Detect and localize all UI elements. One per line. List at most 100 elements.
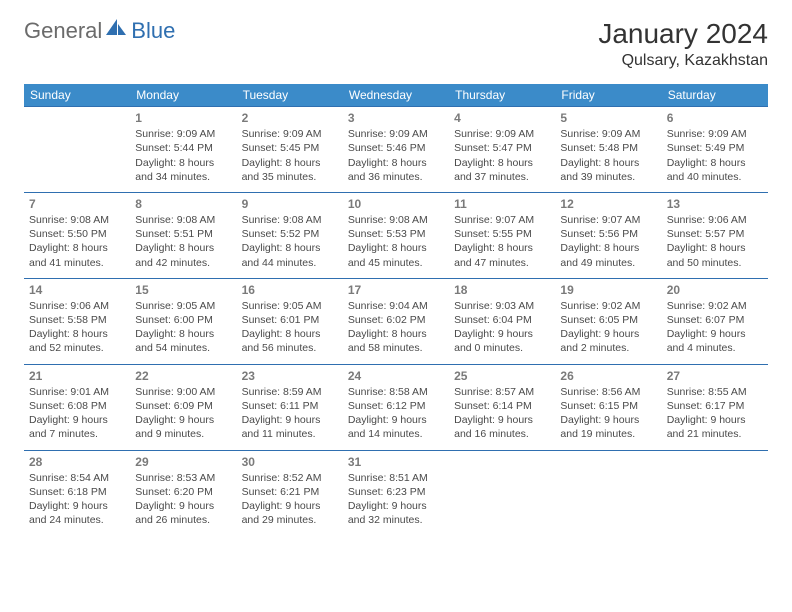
sunrise-text: Sunrise: 9:04 AM bbox=[348, 299, 444, 313]
sunrise-text: Sunrise: 8:56 AM bbox=[560, 385, 656, 399]
day-cell bbox=[449, 450, 555, 535]
weekday-header: Sunday bbox=[24, 84, 130, 107]
sunrise-text: Sunrise: 8:51 AM bbox=[348, 471, 444, 485]
day-number: 14 bbox=[29, 282, 125, 298]
day-cell: 26Sunrise: 8:56 AMSunset: 6:15 PMDayligh… bbox=[555, 364, 661, 450]
sunrise-text: Sunrise: 9:09 AM bbox=[348, 127, 444, 141]
sunrise-text: Sunrise: 9:06 AM bbox=[667, 213, 763, 227]
day-cell: 1Sunrise: 9:09 AMSunset: 5:44 PMDaylight… bbox=[130, 107, 236, 193]
day-number: 23 bbox=[242, 368, 338, 384]
day-cell: 22Sunrise: 9:00 AMSunset: 6:09 PMDayligh… bbox=[130, 364, 236, 450]
day-number: 8 bbox=[135, 196, 231, 212]
daylight-text: and 50 minutes. bbox=[667, 256, 763, 270]
day-number: 7 bbox=[29, 196, 125, 212]
daylight-text: Daylight: 8 hours bbox=[135, 156, 231, 170]
daylight-text: and 47 minutes. bbox=[454, 256, 550, 270]
daylight-text: and 2 minutes. bbox=[560, 341, 656, 355]
sunset-text: Sunset: 5:46 PM bbox=[348, 141, 444, 155]
day-number: 17 bbox=[348, 282, 444, 298]
sunset-text: Sunset: 6:12 PM bbox=[348, 399, 444, 413]
daylight-text: and 4 minutes. bbox=[667, 341, 763, 355]
daylight-text: and 7 minutes. bbox=[29, 427, 125, 441]
daylight-text: Daylight: 9 hours bbox=[29, 499, 125, 513]
daylight-text: Daylight: 9 hours bbox=[135, 499, 231, 513]
sunrise-text: Sunrise: 9:01 AM bbox=[29, 385, 125, 399]
daylight-text: Daylight: 8 hours bbox=[29, 327, 125, 341]
sunset-text: Sunset: 5:56 PM bbox=[560, 227, 656, 241]
day-number: 5 bbox=[560, 110, 656, 126]
day-number: 18 bbox=[454, 282, 550, 298]
daylight-text: Daylight: 8 hours bbox=[242, 156, 338, 170]
brand-part2: Blue bbox=[131, 18, 175, 44]
day-number: 16 bbox=[242, 282, 338, 298]
sunrise-text: Sunrise: 9:08 AM bbox=[348, 213, 444, 227]
day-number: 12 bbox=[560, 196, 656, 212]
sunset-text: Sunset: 5:50 PM bbox=[29, 227, 125, 241]
daylight-text: and 29 minutes. bbox=[242, 513, 338, 527]
daylight-text: Daylight: 8 hours bbox=[135, 327, 231, 341]
title-block: January 2024 Qulsary, Kazakhstan bbox=[598, 18, 768, 70]
sunset-text: Sunset: 6:05 PM bbox=[560, 313, 656, 327]
daylight-text: Daylight: 9 hours bbox=[454, 327, 550, 341]
day-cell: 23Sunrise: 8:59 AMSunset: 6:11 PMDayligh… bbox=[237, 364, 343, 450]
daylight-text: Daylight: 9 hours bbox=[29, 413, 125, 427]
day-cell: 5Sunrise: 9:09 AMSunset: 5:48 PMDaylight… bbox=[555, 107, 661, 193]
day-cell: 28Sunrise: 8:54 AMSunset: 6:18 PMDayligh… bbox=[24, 450, 130, 535]
day-number: 28 bbox=[29, 454, 125, 470]
day-number: 19 bbox=[560, 282, 656, 298]
daylight-text: and 37 minutes. bbox=[454, 170, 550, 184]
day-number: 13 bbox=[667, 196, 763, 212]
sunrise-text: Sunrise: 8:59 AM bbox=[242, 385, 338, 399]
daylight-text: and 54 minutes. bbox=[135, 341, 231, 355]
sunset-text: Sunset: 6:07 PM bbox=[667, 313, 763, 327]
day-number: 1 bbox=[135, 110, 231, 126]
day-cell bbox=[555, 450, 661, 535]
day-number: 25 bbox=[454, 368, 550, 384]
daylight-text: Daylight: 9 hours bbox=[242, 499, 338, 513]
sunset-text: Sunset: 6:15 PM bbox=[560, 399, 656, 413]
sunrise-text: Sunrise: 9:09 AM bbox=[667, 127, 763, 141]
day-number: 10 bbox=[348, 196, 444, 212]
sunset-text: Sunset: 5:47 PM bbox=[454, 141, 550, 155]
sunset-text: Sunset: 6:08 PM bbox=[29, 399, 125, 413]
day-number: 30 bbox=[242, 454, 338, 470]
header: General Blue January 2024 Qulsary, Kazak… bbox=[24, 18, 768, 70]
week-row: 21Sunrise: 9:01 AMSunset: 6:08 PMDayligh… bbox=[24, 364, 768, 450]
day-cell: 21Sunrise: 9:01 AMSunset: 6:08 PMDayligh… bbox=[24, 364, 130, 450]
daylight-text: and 19 minutes. bbox=[560, 427, 656, 441]
daylight-text: Daylight: 9 hours bbox=[135, 413, 231, 427]
day-number: 11 bbox=[454, 196, 550, 212]
day-cell: 4Sunrise: 9:09 AMSunset: 5:47 PMDaylight… bbox=[449, 107, 555, 193]
day-cell: 24Sunrise: 8:58 AMSunset: 6:12 PMDayligh… bbox=[343, 364, 449, 450]
brand-part1: General bbox=[24, 18, 102, 44]
sunset-text: Sunset: 6:11 PM bbox=[242, 399, 338, 413]
sunrise-text: Sunrise: 9:06 AM bbox=[29, 299, 125, 313]
daylight-text: Daylight: 8 hours bbox=[135, 241, 231, 255]
sunrise-text: Sunrise: 9:07 AM bbox=[454, 213, 550, 227]
sunset-text: Sunset: 5:51 PM bbox=[135, 227, 231, 241]
week-row: 1Sunrise: 9:09 AMSunset: 5:44 PMDaylight… bbox=[24, 107, 768, 193]
day-cell: 3Sunrise: 9:09 AMSunset: 5:46 PMDaylight… bbox=[343, 107, 449, 193]
daylight-text: Daylight: 9 hours bbox=[560, 413, 656, 427]
sunset-text: Sunset: 6:21 PM bbox=[242, 485, 338, 499]
sunset-text: Sunset: 6:20 PM bbox=[135, 485, 231, 499]
daylight-text: and 56 minutes. bbox=[242, 341, 338, 355]
day-number: 20 bbox=[667, 282, 763, 298]
day-number: 26 bbox=[560, 368, 656, 384]
sunset-text: Sunset: 6:23 PM bbox=[348, 485, 444, 499]
weekday-header: Friday bbox=[555, 84, 661, 107]
sunset-text: Sunset: 6:14 PM bbox=[454, 399, 550, 413]
sunrise-text: Sunrise: 8:55 AM bbox=[667, 385, 763, 399]
daylight-text: Daylight: 9 hours bbox=[667, 327, 763, 341]
daylight-text: and 45 minutes. bbox=[348, 256, 444, 270]
day-cell: 31Sunrise: 8:51 AMSunset: 6:23 PMDayligh… bbox=[343, 450, 449, 535]
day-cell: 30Sunrise: 8:52 AMSunset: 6:21 PMDayligh… bbox=[237, 450, 343, 535]
day-number: 3 bbox=[348, 110, 444, 126]
daylight-text: and 16 minutes. bbox=[454, 427, 550, 441]
day-cell: 12Sunrise: 9:07 AMSunset: 5:56 PMDayligh… bbox=[555, 192, 661, 278]
daylight-text: Daylight: 8 hours bbox=[242, 241, 338, 255]
sunrise-text: Sunrise: 8:58 AM bbox=[348, 385, 444, 399]
sunrise-text: Sunrise: 9:02 AM bbox=[667, 299, 763, 313]
day-cell bbox=[662, 450, 768, 535]
daylight-text: Daylight: 8 hours bbox=[667, 156, 763, 170]
